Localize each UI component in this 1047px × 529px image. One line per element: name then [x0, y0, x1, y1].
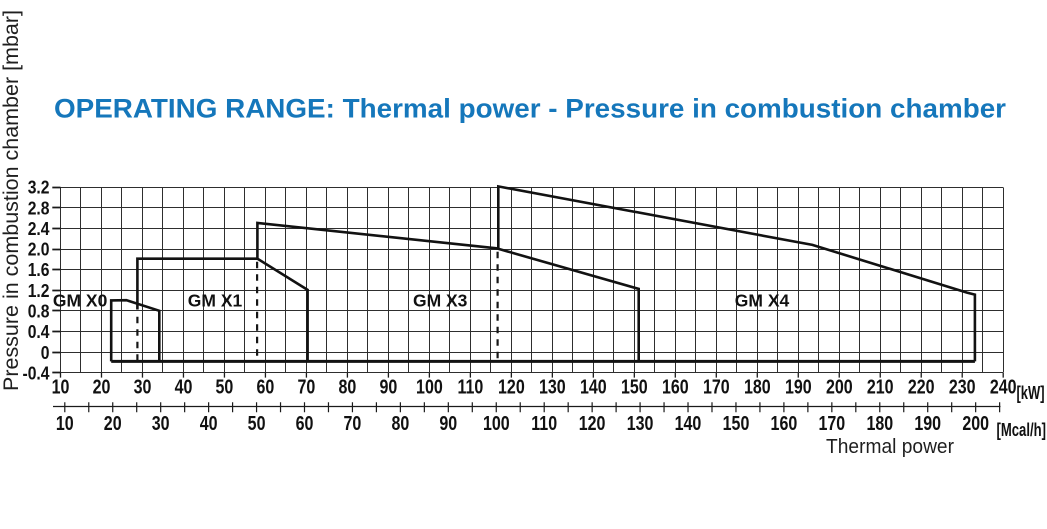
svg-text:190: 190 — [785, 376, 812, 398]
svg-text:20: 20 — [93, 376, 111, 398]
svg-text:90: 90 — [380, 376, 398, 398]
svg-text:120: 120 — [498, 376, 525, 398]
svg-text:Pressure in combustion chamber: Pressure in combustion chamber [mbar] — [0, 10, 23, 391]
svg-text:110: 110 — [531, 413, 557, 435]
svg-text:1.6: 1.6 — [28, 260, 50, 280]
svg-text:180: 180 — [744, 376, 771, 398]
svg-text:240: 240 — [990, 376, 1017, 398]
svg-text:120: 120 — [579, 413, 606, 435]
svg-text:70: 70 — [343, 413, 361, 435]
svg-text:200: 200 — [962, 413, 989, 435]
svg-text:GM X3: GM X3 — [413, 291, 468, 311]
svg-text:0: 0 — [41, 343, 50, 363]
svg-text:GM X0: GM X0 — [53, 291, 108, 311]
svg-text:40: 40 — [175, 376, 193, 398]
svg-text:90: 90 — [439, 413, 457, 435]
svg-text:200: 200 — [826, 376, 853, 398]
svg-text:1.2: 1.2 — [28, 281, 50, 301]
svg-text:2.0: 2.0 — [28, 240, 50, 260]
svg-text:0.4: 0.4 — [28, 322, 50, 342]
svg-text:3.2: 3.2 — [28, 178, 50, 198]
svg-text:100: 100 — [483, 413, 510, 435]
svg-text:170: 170 — [703, 376, 730, 398]
svg-text:140: 140 — [675, 413, 702, 435]
svg-text:220: 220 — [908, 376, 935, 398]
svg-text:Thermal power: Thermal power — [826, 436, 954, 458]
svg-text:[Mcal/h]: [Mcal/h] — [997, 420, 1047, 440]
svg-text:140: 140 — [580, 376, 607, 398]
svg-text:80: 80 — [339, 376, 357, 398]
svg-text:0.8: 0.8 — [28, 301, 50, 321]
svg-text:60: 60 — [296, 413, 314, 435]
svg-text:110: 110 — [458, 376, 484, 398]
svg-text:30: 30 — [152, 413, 170, 435]
svg-text:40: 40 — [200, 413, 218, 435]
svg-text:190: 190 — [914, 413, 941, 435]
svg-text:GM X4: GM X4 — [735, 291, 790, 311]
svg-text:10: 10 — [56, 413, 74, 435]
svg-text:160: 160 — [662, 376, 689, 398]
svg-text:[kW]: [kW] — [1017, 383, 1045, 403]
svg-text:230: 230 — [949, 376, 976, 398]
svg-text:-0.4: -0.4 — [23, 363, 51, 383]
svg-text:170: 170 — [818, 413, 845, 435]
svg-text:180: 180 — [866, 413, 893, 435]
svg-text:20: 20 — [104, 413, 122, 435]
svg-text:2.4: 2.4 — [28, 219, 50, 239]
svg-text:150: 150 — [723, 413, 750, 435]
svg-text:130: 130 — [627, 413, 654, 435]
svg-text:70: 70 — [298, 376, 316, 398]
svg-text:30: 30 — [134, 376, 152, 398]
svg-text:100: 100 — [416, 376, 443, 398]
svg-text:50: 50 — [248, 413, 266, 435]
svg-text:GM X1: GM X1 — [188, 291, 243, 311]
svg-text:OPERATING RANGE: Thermal power: OPERATING RANGE: Thermal power - Pressur… — [54, 94, 1007, 124]
svg-text:160: 160 — [771, 413, 798, 435]
svg-text:2.8: 2.8 — [28, 198, 50, 218]
svg-text:50: 50 — [216, 376, 234, 398]
svg-text:210: 210 — [867, 376, 894, 398]
svg-text:150: 150 — [621, 376, 648, 398]
svg-text:10: 10 — [52, 376, 70, 398]
svg-text:80: 80 — [391, 413, 409, 435]
svg-text:130: 130 — [539, 376, 566, 398]
svg-text:60: 60 — [257, 376, 275, 398]
